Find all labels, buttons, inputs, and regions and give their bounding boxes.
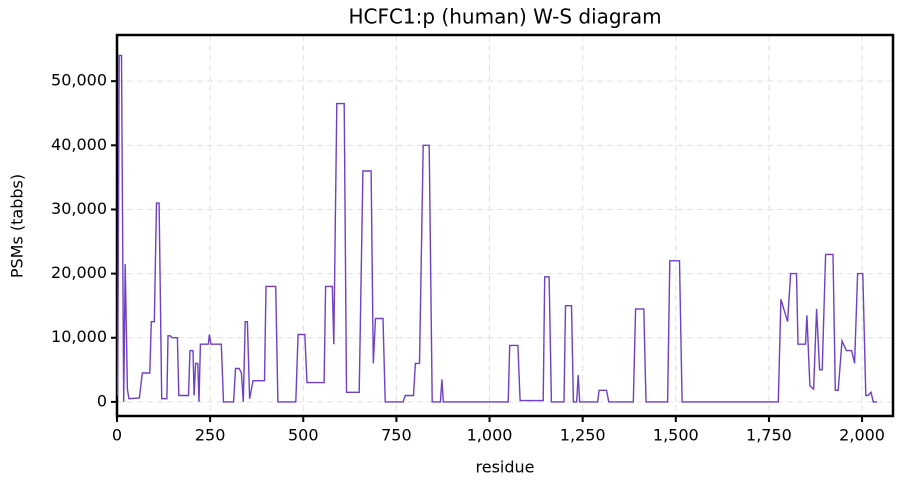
y-axis-label: PSMs (tabbs) bbox=[8, 174, 27, 278]
y-tick-label: 30,000 bbox=[51, 199, 107, 218]
plot-frame bbox=[115, 33, 895, 418]
x-tick-label: 1,500 bbox=[653, 426, 699, 445]
y-tick-label: 0 bbox=[97, 391, 107, 410]
x-tick-label: 1,750 bbox=[746, 426, 792, 445]
x-axis-label: residue bbox=[476, 458, 535, 477]
y-tick-label: 20,000 bbox=[51, 263, 107, 282]
x-tick-label: 0 bbox=[112, 426, 122, 445]
data-line bbox=[117, 54, 877, 403]
y-tick-label: 40,000 bbox=[51, 135, 107, 154]
x-tick-label: 1,000 bbox=[467, 426, 513, 445]
x-tick-label: 500 bbox=[288, 426, 319, 445]
x-tick-label: 2,000 bbox=[839, 426, 885, 445]
y-tick-label: 10,000 bbox=[51, 327, 107, 346]
y-tick-label: 50,000 bbox=[51, 71, 107, 90]
x-tick-label: 1,250 bbox=[560, 426, 606, 445]
chart-title: HCFC1:p (human) W-S diagram bbox=[348, 5, 661, 29]
x-tick-label: 250 bbox=[195, 426, 226, 445]
x-tick-label: 750 bbox=[381, 426, 412, 445]
